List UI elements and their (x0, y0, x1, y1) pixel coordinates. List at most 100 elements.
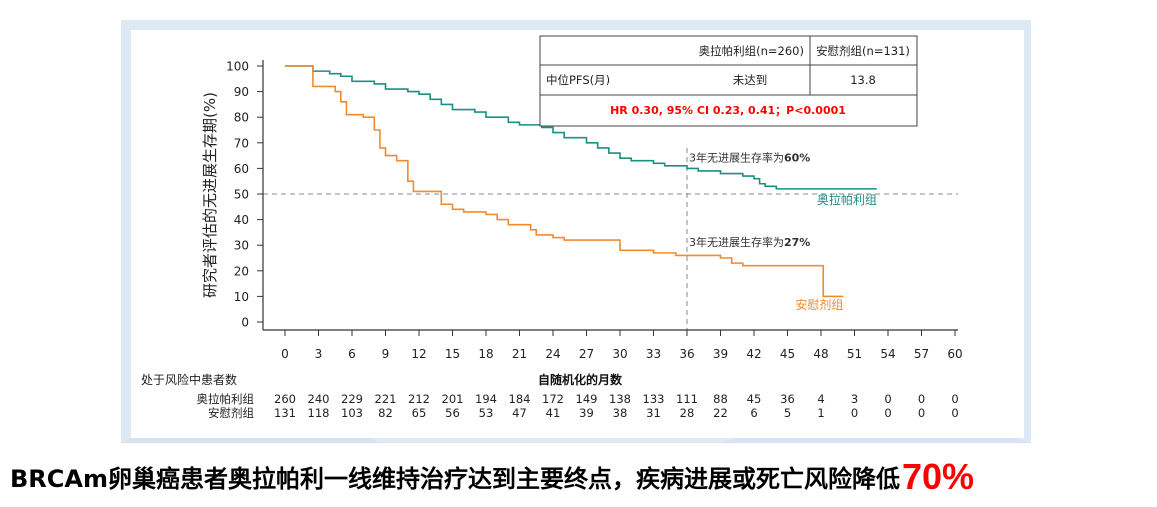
y-tick-label: 40 (234, 213, 249, 227)
annotation-value: 60% (784, 151, 810, 164)
y-tick-label: 0 (241, 316, 249, 330)
annotation-prefix: 3年无进展生存率为 (689, 235, 784, 249)
at-risk-count: 88 (713, 392, 728, 406)
at-risk-count: 5 (784, 406, 791, 420)
y-tick-label: 50 (234, 188, 249, 202)
y-tick-label: 100 (226, 60, 249, 74)
y-tick-label: 20 (234, 264, 249, 278)
at-risk-count: 47 (512, 406, 527, 420)
at-risk-count: 212 (408, 392, 430, 406)
at-risk-count: 229 (341, 392, 363, 406)
summary-table-border (539, 35, 918, 127)
summary-row-label: 中位PFS(月) (546, 73, 610, 87)
at-risk-row-label: 安慰剂组 (208, 406, 254, 420)
at-risk-title: 处于风险中患者数 (141, 372, 237, 387)
summary-median-olaparib: 未达到 (733, 73, 768, 87)
at-risk-count: 0 (918, 392, 925, 406)
x-tick-label: 6 (348, 347, 356, 361)
annotation-3yr-pfs-placebo: 3年无进展生存率为27% (689, 235, 810, 249)
at-risk-count: 201 (442, 392, 464, 406)
at-risk-count: 118 (308, 406, 330, 420)
at-risk-count: 194 (475, 392, 497, 406)
at-risk-count: 0 (884, 392, 891, 406)
headline-text: BRCAm卵巢癌患者奥拉帕利一线维持治疗达到主要终点，疾病进展或死亡风险降低 (10, 465, 900, 493)
at-risk-count: 1 (817, 406, 824, 420)
summary-header-placebo: 安慰剂组(n=131) (816, 44, 910, 58)
x-tick-label: 27 (579, 347, 594, 361)
at-risk-count: 260 (274, 392, 296, 406)
annotation-3yr-pfs-olaparib: 3年无进展生存率为60% (689, 150, 810, 164)
at-risk-count: 103 (341, 406, 363, 420)
y-tick-label: 60 (234, 162, 249, 176)
x-tick-label: 0 (281, 347, 289, 361)
at-risk-count: 3 (851, 392, 858, 406)
at-risk-count: 6 (750, 406, 757, 420)
x-tick-label: 51 (847, 347, 862, 361)
at-risk-count: 56 (445, 406, 460, 420)
series-line-placebo (285, 65, 844, 298)
at-risk-count: 149 (576, 392, 598, 406)
at-risk-count: 4 (817, 392, 824, 406)
y-tick-label: 90 (234, 85, 249, 99)
y-tick-label: 30 (234, 239, 249, 253)
at-risk-count: 0 (884, 406, 891, 420)
at-risk-count: 0 (951, 406, 958, 420)
at-risk-count: 221 (375, 392, 397, 406)
annotation-value: 27% (784, 236, 810, 249)
x-tick-label: 36 (679, 347, 694, 361)
at-risk-count: 240 (308, 392, 330, 406)
at-risk-count: 28 (680, 406, 695, 420)
x-tick-label: 24 (545, 347, 560, 361)
x-tick-label: 21 (512, 347, 527, 361)
x-tick-label: 9 (382, 347, 390, 361)
x-tick-label: 39 (713, 347, 728, 361)
headline: BRCAm卵巢癌患者奥拉帕利一线维持治疗达到主要终点，疾病进展或死亡风险降低70… (10, 456, 974, 498)
summary-header-olaparib: 奥拉帕利组(n=260) (699, 44, 804, 58)
x-tick-label: 12 (411, 347, 426, 361)
at-risk-count: 36 (780, 392, 795, 406)
at-risk-count: 53 (479, 406, 494, 420)
series-label-olaparib: 奥拉帕利组 (817, 192, 877, 207)
at-risk-count: 138 (609, 392, 631, 406)
at-risk-row-label: 奥拉帕利组 (197, 392, 255, 406)
y-axis-label: 研究者评估的无进展生存期(%) (201, 92, 219, 298)
at-risk-count: 0 (918, 406, 925, 420)
at-risk-count: 172 (542, 392, 564, 406)
x-tick-label: 30 (612, 347, 627, 361)
y-tick-label: 80 (234, 111, 249, 125)
headline-highlight: 70% (901, 456, 975, 497)
series-label-placebo: 安慰剂组 (795, 297, 843, 312)
y-tick-label: 10 (234, 290, 249, 304)
at-risk-count: 131 (274, 406, 296, 420)
at-risk-count: 41 (546, 406, 561, 420)
x-axis-label: 自随机化的月数 (538, 372, 623, 387)
x-tick-label: 18 (478, 347, 493, 361)
x-tick-label: 48 (813, 347, 828, 361)
x-tick-label: 60 (947, 347, 962, 361)
at-risk-count: 133 (643, 392, 665, 406)
y-tick-label: 70 (234, 136, 249, 150)
x-tick-label: 57 (914, 347, 929, 361)
at-risk-count: 22 (713, 406, 728, 420)
at-risk-count: 111 (676, 392, 698, 406)
at-risk-count: 0 (951, 392, 958, 406)
summary-median-placebo: 13.8 (850, 73, 876, 87)
at-risk-count: 45 (747, 392, 762, 406)
x-tick-label: 45 (780, 347, 795, 361)
summary-hr: HR 0.30, 95% CI 0.23, 0.41；P<0.0001 (610, 104, 846, 117)
at-risk-count: 184 (509, 392, 531, 406)
at-risk-count: 82 (378, 406, 393, 420)
x-tick-label: 33 (646, 347, 661, 361)
x-tick-label: 42 (746, 347, 761, 361)
at-risk-count: 39 (579, 406, 594, 420)
at-risk-count: 31 (646, 406, 661, 420)
at-risk-count: 38 (613, 406, 628, 420)
series-line-olaparib (285, 65, 877, 190)
annotation-prefix: 3年无进展生存率为 (689, 150, 784, 164)
at-risk-count: 0 (851, 406, 858, 420)
x-tick-label: 54 (880, 347, 895, 361)
at-risk-count: 65 (412, 406, 427, 420)
x-tick-label: 15 (445, 347, 460, 361)
x-tick-label: 3 (315, 347, 323, 361)
